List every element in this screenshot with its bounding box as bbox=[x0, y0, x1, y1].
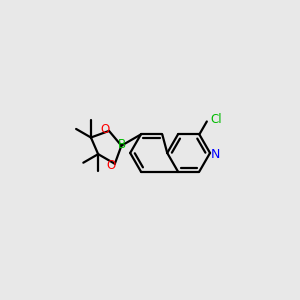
Text: N: N bbox=[211, 148, 220, 161]
Text: O: O bbox=[106, 159, 116, 172]
Text: Cl: Cl bbox=[211, 113, 222, 127]
Text: O: O bbox=[101, 123, 110, 136]
Text: B: B bbox=[118, 138, 126, 151]
